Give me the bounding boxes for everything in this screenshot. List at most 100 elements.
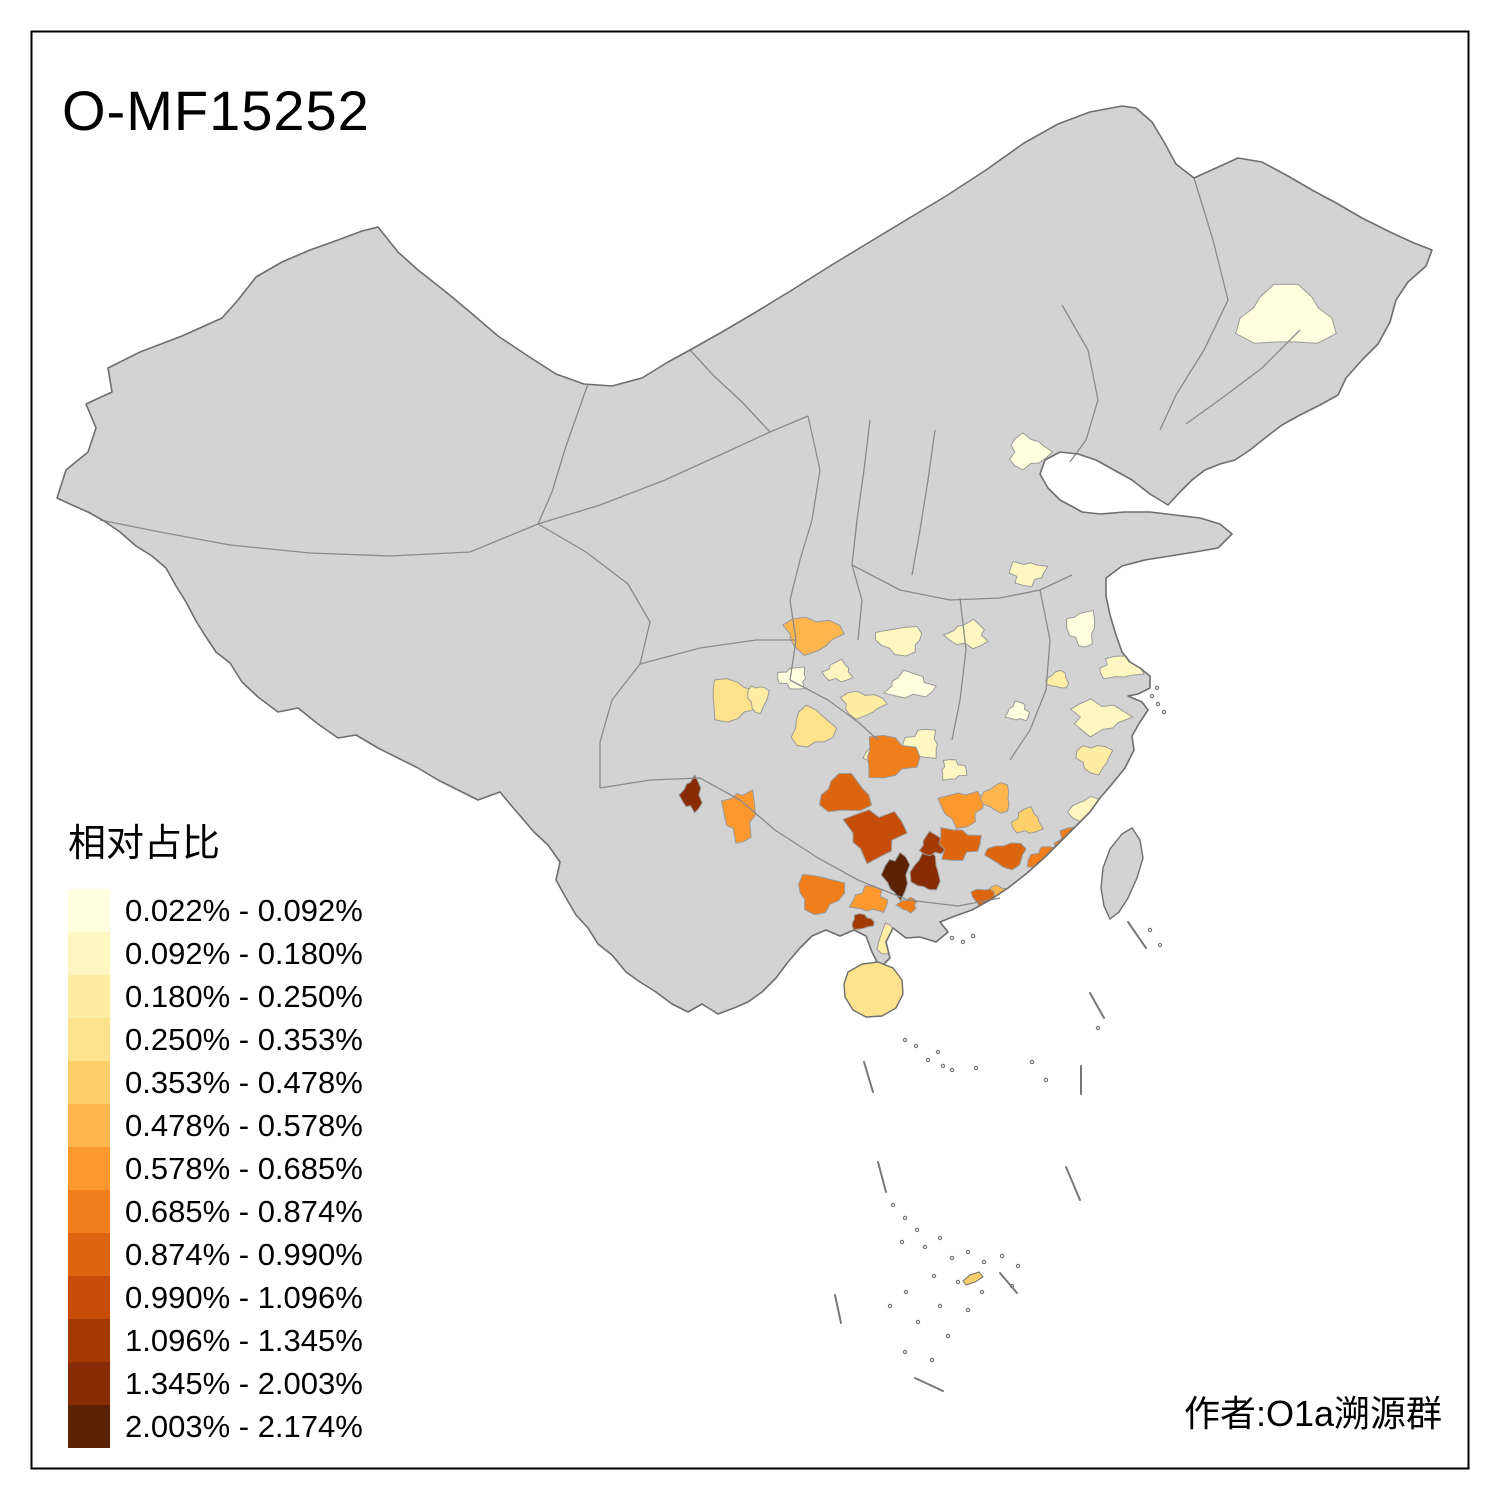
legend-swatch bbox=[68, 1405, 110, 1448]
map-region bbox=[867, 734, 921, 779]
island-speck bbox=[1009, 1283, 1015, 1289]
map-region bbox=[1235, 283, 1337, 344]
map-region bbox=[790, 704, 838, 748]
legend-swatch bbox=[68, 1276, 110, 1319]
map-region bbox=[1057, 861, 1085, 886]
province-border-line bbox=[599, 777, 776, 831]
map-region bbox=[747, 685, 770, 715]
small-colored-island bbox=[962, 1271, 984, 1286]
legend-label: 2.003% - 2.174% bbox=[125, 1408, 363, 1444]
province-border-line bbox=[689, 349, 771, 433]
sea-boundary-dash bbox=[863, 1061, 874, 1093]
island-speck bbox=[902, 1215, 908, 1221]
map-region bbox=[821, 658, 854, 683]
province-border-line bbox=[851, 564, 1073, 601]
map-region bbox=[918, 830, 949, 857]
legend-row: 0.990% - 1.096% bbox=[68, 1276, 363, 1319]
island-speck bbox=[945, 1333, 951, 1339]
map-region bbox=[678, 774, 703, 814]
sea-boundary-dash bbox=[1065, 1166, 1081, 1201]
legend-label: 0.685% - 0.874% bbox=[125, 1193, 363, 1229]
island-speck bbox=[902, 1037, 908, 1043]
province-border-line bbox=[537, 415, 809, 525]
legend-swatch bbox=[68, 1018, 110, 1061]
legend: 相对占比 0.022% - 0.092% 0.092% - 0.180% 0.180… bbox=[68, 812, 363, 1448]
map-region bbox=[941, 759, 968, 781]
mainland-china-landmass bbox=[57, 106, 1432, 1014]
map-region bbox=[984, 842, 1027, 871]
legend-label: 1.096% - 1.345% bbox=[125, 1322, 363, 1358]
legend-swatch bbox=[68, 1319, 110, 1362]
legend-swatch bbox=[68, 1233, 110, 1276]
legend-label: 0.990% - 1.096% bbox=[125, 1279, 363, 1315]
island-speck bbox=[925, 1057, 931, 1063]
legend-label: 0.578% - 0.685% bbox=[125, 1150, 363, 1186]
island-speck bbox=[965, 1249, 971, 1255]
legend-row: 0.578% - 0.685% bbox=[68, 1147, 363, 1190]
province-border-line bbox=[951, 597, 967, 741]
island-speck bbox=[955, 1279, 961, 1285]
map-region bbox=[1083, 811, 1122, 843]
legend-row: 0.092% - 0.180% bbox=[68, 932, 363, 975]
island-speck bbox=[973, 1065, 979, 1071]
legend-swatch bbox=[68, 975, 110, 1018]
map-region bbox=[937, 790, 984, 829]
figure-frame bbox=[30, 30, 1470, 1470]
island-speck bbox=[914, 1227, 920, 1233]
map-region bbox=[1065, 609, 1096, 648]
island-speck bbox=[899, 1239, 905, 1245]
island-speck bbox=[937, 1235, 943, 1241]
legend-swatch bbox=[68, 1147, 110, 1190]
legend-label: 0.180% - 0.250% bbox=[125, 978, 363, 1014]
legend-swatch bbox=[68, 889, 110, 932]
map-region bbox=[798, 873, 846, 916]
legend-label: 0.092% - 0.180% bbox=[125, 935, 363, 971]
province-border-line bbox=[1009, 589, 1051, 761]
legend-swatch bbox=[68, 1362, 110, 1405]
map-region bbox=[979, 781, 1010, 814]
sea-boundary-dash bbox=[877, 1161, 887, 1193]
island-speck bbox=[940, 1063, 946, 1069]
island-speck bbox=[937, 1303, 943, 1309]
legend-swatch bbox=[68, 1061, 110, 1104]
legend-row: 0.685% - 0.874% bbox=[68, 1190, 363, 1233]
legend-swatch bbox=[68, 1104, 110, 1147]
province-border-line bbox=[1185, 329, 1301, 425]
legend-row: 0.180% - 0.250% bbox=[68, 975, 363, 1018]
legend-label: 0.022% - 0.092% bbox=[125, 892, 363, 928]
island-speck bbox=[1149, 693, 1155, 699]
legend-row: 0.874% - 0.990% bbox=[68, 1233, 363, 1276]
island-speck bbox=[1161, 709, 1167, 715]
island-speck bbox=[1147, 927, 1153, 933]
legend-label: 0.353% - 0.478% bbox=[125, 1064, 363, 1100]
island-speck bbox=[887, 1303, 893, 1309]
island-speck bbox=[1095, 1025, 1101, 1031]
legend-swatch bbox=[68, 932, 110, 975]
map-region bbox=[1004, 700, 1030, 722]
sea-boundary-dash bbox=[1089, 992, 1105, 1019]
province-border-line bbox=[774, 829, 1001, 907]
sea-boundary-dash bbox=[914, 1377, 944, 1392]
island-speck bbox=[965, 1307, 971, 1313]
legend-label: 1.345% - 2.003% bbox=[125, 1365, 363, 1401]
mainland-outline bbox=[56, 105, 1433, 1015]
legend-row: 0.250% - 0.353% bbox=[68, 1018, 363, 1061]
page-title: O-MF15252 bbox=[62, 79, 370, 142]
map-region bbox=[777, 666, 807, 690]
sea-boundary-dash bbox=[999, 1272, 1018, 1294]
island-speck bbox=[890, 1202, 896, 1208]
province-border-line bbox=[1159, 177, 1229, 431]
province-border-line bbox=[99, 519, 539, 557]
island-speck bbox=[981, 1259, 987, 1265]
map-region bbox=[1069, 698, 1134, 738]
sea-boundary-dash bbox=[834, 1294, 842, 1324]
legend-row: 1.096% - 1.345% bbox=[68, 1319, 363, 1362]
province-border-line bbox=[789, 679, 879, 741]
province-border-line bbox=[911, 429, 936, 576]
map-region bbox=[1075, 744, 1114, 776]
map-region bbox=[851, 913, 875, 930]
island-speck bbox=[913, 1043, 919, 1049]
province-border-line bbox=[537, 523, 651, 788]
